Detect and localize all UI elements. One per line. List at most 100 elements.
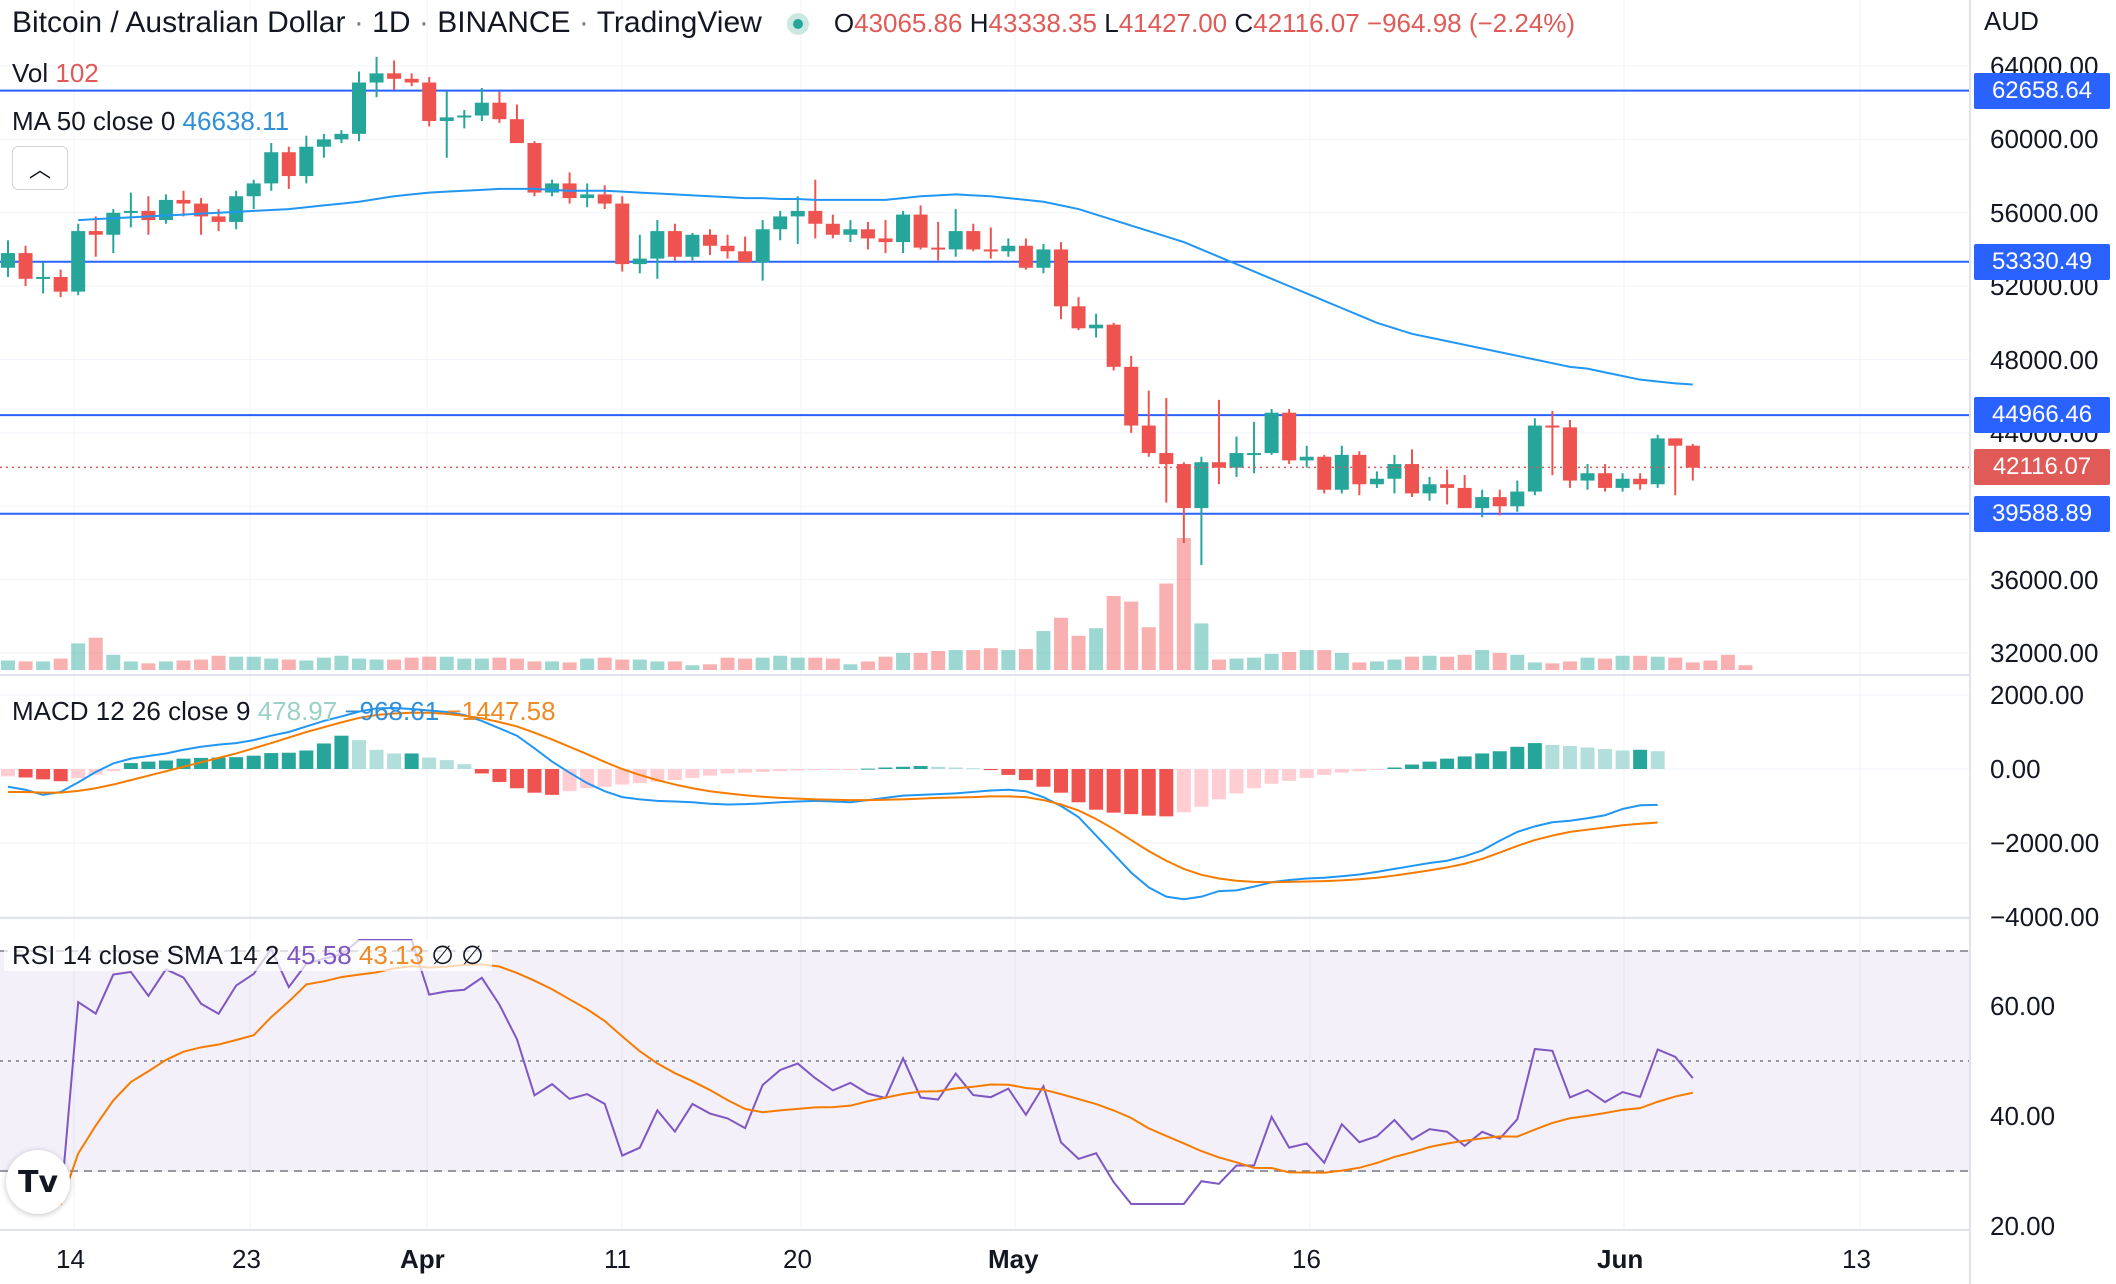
candle-body	[773, 216, 788, 230]
macd-histogram-bar	[1124, 769, 1139, 815]
volume-bar	[1194, 623, 1209, 670]
volume-bar	[1615, 655, 1630, 670]
volume-bar	[703, 664, 717, 670]
macd-histogram-bar	[1, 769, 15, 777]
volume-bar	[1247, 657, 1262, 670]
source: TradingView	[596, 6, 762, 39]
macd-histogram-bar	[948, 767, 963, 769]
volume-bar	[615, 659, 630, 670]
macd-histogram-bar	[545, 769, 560, 795]
candle-body	[1299, 456, 1314, 461]
macd-histogram-bar	[194, 757, 209, 769]
candle-body	[1317, 456, 1332, 490]
exchange: BINANCE	[437, 6, 571, 39]
candle-body	[1, 253, 15, 268]
macd-histogram-bar	[1580, 747, 1595, 769]
candle-body	[106, 212, 121, 235]
volume-bar	[1159, 583, 1174, 670]
volume-bar	[71, 643, 86, 670]
macd-histogram-bar	[1387, 767, 1402, 769]
high-value: 43338.35	[988, 8, 1097, 38]
candle-body	[1176, 464, 1191, 509]
candle-body	[88, 231, 103, 235]
volume-bar	[36, 661, 51, 670]
volume-bar	[1545, 663, 1560, 670]
macd-histogram-bar	[509, 769, 524, 789]
rsi-na-2: ∅	[461, 940, 484, 970]
macd-histogram-bar	[1334, 769, 1349, 773]
candle-body	[1405, 464, 1419, 494]
macd-histogram-bar	[316, 743, 331, 769]
volume-bar	[387, 659, 402, 670]
candle-body	[36, 276, 51, 279]
volume-bar	[685, 665, 700, 670]
macd-histogram-bar	[141, 761, 156, 769]
candle-body	[18, 253, 33, 279]
rsi-na-1: ∅	[431, 940, 454, 970]
tradingview-logo[interactable]: 𝗧𝘃	[6, 1150, 70, 1214]
candle-body	[1054, 249, 1068, 307]
candle-body	[1089, 324, 1104, 329]
volume-bar	[1176, 537, 1191, 670]
macd-histogram-bar	[773, 769, 788, 772]
volume-bar	[1054, 617, 1068, 670]
interval[interactable]: 1D	[372, 6, 411, 39]
candle-body	[387, 73, 402, 79]
macd-histogram-bar	[703, 769, 717, 776]
volume-bar	[1352, 662, 1367, 670]
candle-body	[948, 231, 963, 250]
macd-histogram-bar	[53, 769, 68, 782]
volume-bar	[334, 655, 349, 670]
collapse-legend-button[interactable]: ︿	[12, 146, 68, 190]
symbol-legend[interactable]: Bitcoin / Australian Dollar · 1D · BINAN…	[12, 6, 1576, 39]
rsi-legend[interactable]: RSI 14 close SMA 14 2 45.58 43.13 ∅ ∅	[4, 940, 492, 971]
time-axis-label: Jun	[1597, 1244, 1644, 1274]
macd-histogram-bar	[123, 763, 138, 769]
symbol-name[interactable]: Bitcoin / Australian Dollar	[12, 6, 346, 39]
macd-histogram-bar	[1633, 749, 1648, 769]
volume-bar	[1282, 651, 1297, 670]
candle-body	[404, 78, 419, 83]
candle-body	[1194, 462, 1209, 509]
volume-bar	[123, 661, 138, 670]
macd-histogram-bar	[1317, 769, 1332, 775]
macd-histogram-bar	[422, 757, 437, 769]
volume-bar	[1633, 655, 1648, 670]
macd-histogram-bar	[1264, 769, 1279, 784]
ma-legend[interactable]: MA 50 close 0 46638.11	[12, 106, 289, 137]
currency-label[interactable]: AUD	[1984, 6, 2039, 36]
macd-histogram-bar	[1194, 769, 1209, 807]
volume-bar	[176, 660, 191, 670]
candle-body	[211, 216, 226, 222]
volume-bar	[931, 651, 946, 670]
vol-value: 102	[55, 58, 99, 88]
vol-legend[interactable]: Vol 102	[12, 58, 99, 89]
volume-bar	[1527, 662, 1542, 670]
macd-tick-label: −2000.00	[1990, 828, 2100, 858]
macd-tick-label: 2000.00	[1990, 680, 2084, 710]
macd-histogram-bar	[1545, 744, 1560, 769]
macd-histogram-bar	[632, 769, 647, 784]
candle-body	[545, 183, 560, 193]
volume-bar	[632, 659, 647, 670]
macd-legend[interactable]: MACD 12 26 close 9 478.97 −968.61 −1447.…	[12, 696, 556, 727]
candle-body	[650, 231, 665, 259]
volume-bar	[948, 650, 963, 670]
volume-bar	[720, 657, 735, 670]
volume-bar	[913, 652, 928, 670]
candle-body	[1334, 454, 1349, 490]
candle-body	[1247, 453, 1262, 456]
volume-bar	[1089, 628, 1104, 670]
macd-histogram-bar	[1527, 743, 1542, 769]
macd-histogram-bar	[1405, 764, 1419, 769]
vol-name: Vol	[12, 58, 49, 88]
candle-body	[1545, 425, 1560, 428]
pane-separators	[0, 0, 1971, 1284]
candle-body	[1018, 245, 1033, 268]
macd-histogram-bar	[474, 769, 489, 774]
macd-histogram-bar	[352, 740, 366, 769]
candle-body	[1106, 324, 1121, 367]
volume-bar	[773, 655, 788, 670]
candle-body	[422, 82, 437, 122]
